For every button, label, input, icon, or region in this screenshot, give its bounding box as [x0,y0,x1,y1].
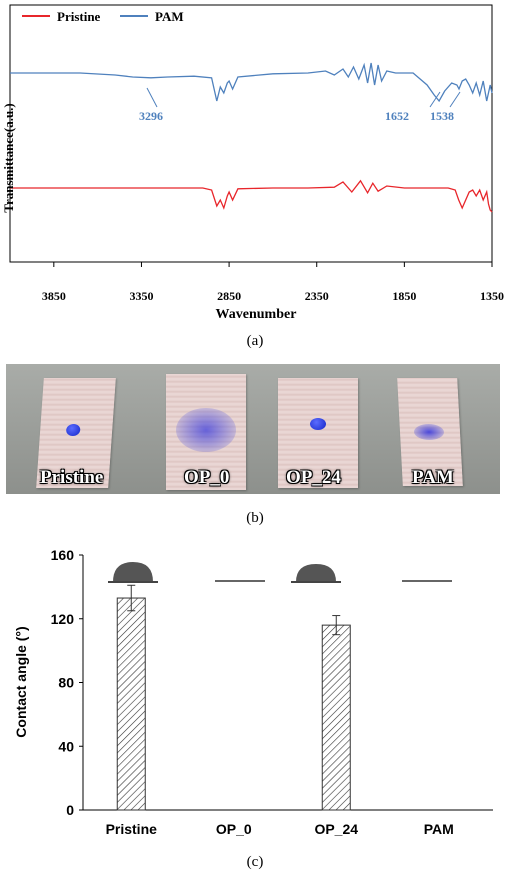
ca-y-tick-label: 80 [58,675,74,691]
annotation-1652: 1652 [385,109,409,123]
ftir-plot-frame [9,4,493,263]
ftir-x-tick-label: 1350 [480,289,504,303]
legend-label-pristine: Pristine [57,9,101,24]
caption-b: (b) [246,510,264,526]
substrate-line-op24 [291,581,341,583]
ca-x-tick-label: Pristine [106,821,158,837]
substrate-line-pristine [108,581,158,583]
ca-bar-op_24 [321,624,351,811]
photo-label-pam: PAM [412,467,454,488]
spread-stain-pam [413,424,445,440]
ca-y-tick-label: 40 [58,738,74,754]
photo-label-op0: OP_0 [184,467,230,488]
annotation-leader-1652 [429,91,441,108]
ca-x-tick-labels: Pristine OP_0 OP_24 PAM [106,821,454,837]
ftir-x-tick-label: 3350 [129,289,153,303]
droplet-insets [108,562,452,583]
contact-angle-chart: 0 40 80 120 160 Pristine OP_0 OP_24 PAM Contact… [13,547,493,837]
water-drop-pristine [65,424,81,436]
ca-y-axis-label: Contact angle (°) [13,626,29,737]
ca-x-tick-label: PAM [424,821,454,837]
ftir-line-pristine [10,179,493,213]
ca-bars [116,584,351,811]
strip-op24 [278,378,358,488]
annotation-leader-3296 [146,87,158,108]
ftir-x-tick-label: 2350 [305,289,329,303]
substrate-line-op0 [215,580,265,582]
ftir-x-axis-label: Wavenumber [216,307,297,322]
ftir-legend: Pristine PAM [22,9,184,24]
droplet-icon-pristine [113,562,153,582]
ftir-y-axis-label: Transmittance(a.u.) [1,103,16,213]
ca-y-tick-label: 0 [66,802,74,818]
strip-op0 [166,374,246,490]
ftir-line-pam [10,62,493,103]
substrate-line-pam [402,580,452,582]
wetting-photo: Pristine OP_0 OP_24 PAM [6,364,500,494]
ca-y-tick-label: 160 [51,547,75,563]
ftir-annotations: 3296 1652 1538 [139,87,461,123]
ftir-x-tick-label: 2850 [217,289,241,303]
ftir-x-tick-label: 1850 [392,289,416,303]
caption-c: (c) [247,854,264,870]
annotation-3296: 3296 [139,109,163,123]
ca-x-tick-label: OP_0 [216,821,252,837]
ca-bar-pristine [116,597,146,811]
water-drop-op24 [310,418,326,430]
spread-stain-op0 [176,408,236,452]
legend-label-pam: PAM [155,9,184,24]
ca-x-tick-label: OP_24 [314,821,358,837]
ca-y-tick-label: 120 [51,611,75,627]
ftir-x-tick-label: 3850 [42,289,66,303]
caption-a: (a) [247,333,264,349]
ftir-series [10,62,493,213]
photo-label-pristine: Pristine [40,467,104,488]
droplet-icon-op24 [296,564,336,582]
photo-label-op24: OP_24 [286,467,341,488]
annotation-leader-1538 [449,91,461,108]
annotation-1538: 1538 [430,109,454,123]
ftir-x-axis: 3850 3350 2850 2350 1850 1350 [42,262,504,303]
ca-y-ticks: 0 40 80 120 160 [51,547,83,818]
